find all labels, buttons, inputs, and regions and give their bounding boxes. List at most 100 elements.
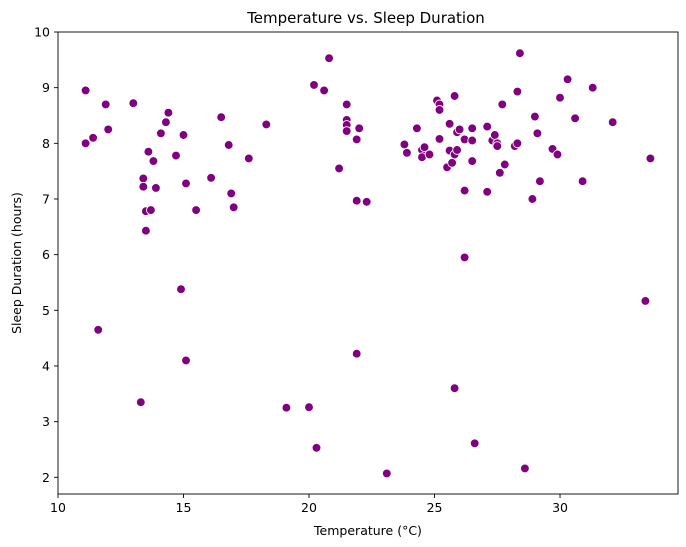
data-point [334,163,344,174]
x-tick-label: 20 [301,500,317,515]
data-point [577,176,588,187]
data-point [452,145,462,155]
x-tick-label: 10 [50,500,66,515]
data-point [351,195,362,206]
data-point [399,139,410,150]
data-point [527,194,538,204]
data-point [640,296,651,306]
data-point [191,205,201,215]
data-point [434,134,445,144]
data-point [309,80,319,90]
data-point [138,181,149,192]
data-point [482,186,493,197]
data-point [243,153,254,164]
data-point [489,130,500,140]
data-point [459,185,470,196]
data-point [570,113,580,124]
data-points [80,48,656,479]
data-point [138,173,149,184]
data-point [148,156,159,166]
data-point [467,156,478,166]
data-point [206,172,216,183]
data-point [587,82,598,93]
y-tick-label: 3 [42,414,50,429]
data-point [419,142,430,153]
data-point [497,99,508,110]
data-point [354,123,365,134]
data-point [141,225,151,236]
y-tick-label: 7 [42,191,50,206]
data-point [459,252,470,263]
x-tick-label: 30 [552,500,568,515]
y-axis-label: Sleep Duration (hours) [9,192,24,334]
data-point [412,123,422,134]
data-point [402,147,412,158]
y-axis-ticks: 2 3 4 5 6 7 8 9 10 [34,25,58,485]
data-point [311,442,322,453]
data-point [552,149,563,160]
x-tick-label: 15 [176,500,192,515]
data-point [100,99,111,110]
data-point [535,176,545,187]
data-point [128,98,139,109]
data-point [324,53,334,64]
data-point [181,178,191,189]
data-point [135,397,146,408]
chart-title: Temperature vs. Sleep Duration [246,9,485,27]
data-point [515,48,525,59]
data-point [467,123,478,134]
y-tick-label: 4 [42,358,50,373]
data-point [512,138,523,149]
data-point [143,146,154,157]
x-axis-ticks: 10 15 20 25 30 [50,494,568,515]
data-point [351,348,362,359]
data-point [93,324,104,335]
data-point [434,105,445,115]
data-point [530,111,540,122]
y-tick-label: 10 [34,25,50,40]
data-point [361,196,372,207]
data-point [512,86,523,97]
data-point [520,463,530,474]
data-point [351,134,362,145]
data-point [555,92,565,103]
data-point [562,74,573,85]
data-point [80,85,91,96]
data-point [163,107,174,118]
data-point [176,284,186,295]
y-tick-label: 8 [42,136,50,151]
data-point [88,132,98,143]
data-point [261,119,272,130]
data-point [494,167,505,178]
data-point [454,124,465,135]
data-point [499,159,510,170]
data-point [449,91,460,101]
data-point [447,157,457,168]
data-point [467,135,478,146]
data-point [319,85,329,96]
data-point [181,355,191,366]
data-point [216,112,227,123]
data-point [607,117,618,128]
data-point [482,121,493,132]
data-point [171,150,181,161]
data-point [156,128,166,139]
data-point [151,183,161,193]
plot-frame [57,31,679,495]
data-point [146,205,156,215]
data-point [178,130,189,140]
data-point [228,202,239,213]
data-point [381,468,392,479]
data-point [80,138,91,149]
y-tick-label: 2 [42,470,50,485]
data-point [444,118,455,129]
data-point [281,402,292,413]
data-point [304,402,314,413]
data-point [223,140,234,150]
data-point [449,383,460,394]
x-axis-label: Temperature (°C) [313,523,422,538]
y-tick-label: 9 [42,80,50,95]
y-tick-label: 6 [42,247,50,262]
data-point [103,124,114,135]
